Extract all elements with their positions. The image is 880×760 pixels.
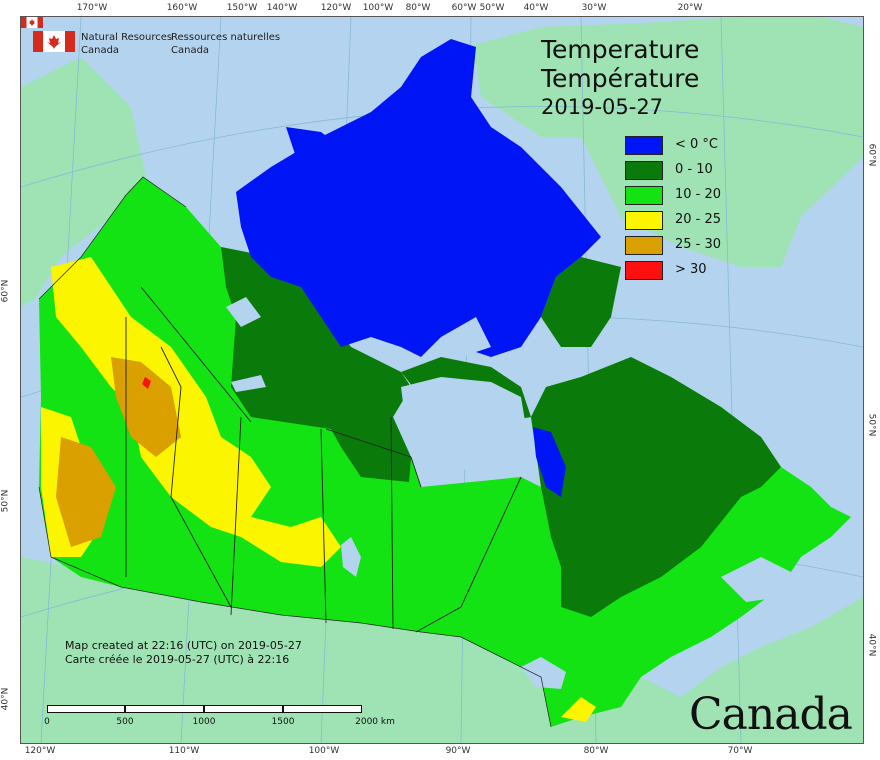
tick-left-50n: 50°N — [0, 489, 11, 513]
zone-25-30-peace — [111, 357, 181, 457]
tick-top-80w: 80°W — [405, 3, 431, 13]
greenland-land — [473, 17, 863, 267]
map-canvas: Natural Resources Canada Ressources natu… — [20, 16, 864, 744]
legend-swatch — [625, 186, 663, 205]
tick-top-50w: 50°W — [479, 3, 505, 13]
tick-bottom-90w: 90°W — [445, 746, 471, 756]
usa-land — [21, 557, 863, 743]
great-slave-lake — [231, 375, 266, 392]
zone-0-10-labrador — [541, 257, 621, 347]
tick-top-60w: 60°W — [451, 3, 477, 13]
great-lakes — [521, 657, 566, 689]
scale-segment — [125, 705, 204, 713]
temperature-map — [21, 17, 863, 743]
scale-label: 500 — [116, 717, 134, 727]
gulf-st-lawrence — [721, 557, 791, 602]
legend-label: > 30 — [675, 262, 707, 277]
tick-top-100w: 100°W — [362, 3, 394, 13]
tick-top-160w: 160°W — [166, 3, 198, 13]
scale-label: 1000 — [192, 717, 216, 727]
tick-top-120w: 120°W — [320, 3, 352, 13]
tick-bottom-100w: 100°W — [308, 746, 340, 756]
agency-name-fr: Ressources naturelles Canada — [171, 31, 280, 57]
tick-top-40w: 40°W — [523, 3, 549, 13]
agency-fr-line1: Ressources naturelles — [171, 32, 281, 43]
tick-right-50n: 50°N — [866, 413, 877, 437]
credit-en: Map created at 22:16 (UTC) on 2019-05-27 — [65, 639, 302, 652]
map-date: 2019-05-27 — [541, 95, 664, 119]
wordmark-flag-icon — [21, 17, 43, 28]
map-title-block: Temperature Température 2019-05-27 — [541, 35, 699, 121]
agency-name-en: Natural Resources Canada — [81, 31, 172, 57]
tick-top-170w: 170°W — [76, 3, 108, 13]
lake-winnipeg — [341, 537, 361, 577]
legend-swatch — [625, 261, 663, 280]
agency-en-line1: Natural Resources — [81, 32, 173, 43]
provincial-borders — [125, 286, 522, 633]
tick-bottom-110w: 110°W — [168, 746, 200, 756]
alaska-land — [21, 57, 146, 307]
legend-swatch — [625, 236, 663, 255]
scale-label: 1500 — [271, 717, 295, 727]
tick-bottom-70w: 70°W — [727, 746, 753, 756]
legend-label: 20 - 25 — [675, 212, 722, 227]
legend-label: 0 - 10 — [675, 162, 713, 177]
legend-label: 10 - 20 — [675, 187, 722, 202]
scale-segment — [204, 705, 283, 713]
tick-right-40n: 40°N — [866, 633, 877, 657]
zone-below-0-archipelago — [236, 39, 601, 357]
tick-top-20w: 20°W — [677, 3, 703, 13]
legend-swatch — [625, 161, 663, 180]
scale-label: 0 — [44, 717, 50, 727]
agency-fr-line2: Canada — [171, 45, 210, 56]
title-fr: Température — [541, 64, 700, 93]
zone-0-10-quebec — [531, 357, 781, 617]
tick-top-140w: 140°W — [266, 3, 298, 13]
scale-segment — [47, 705, 125, 713]
tick-top-30w: 30°W — [581, 3, 607, 13]
tick-left-40n: 40°N — [0, 687, 11, 711]
scale-bar: 0 500 1000 1500 2000 km — [44, 705, 395, 727]
zone-20-25-bc-alberta — [51, 257, 341, 567]
canada-wordmark: Canada — [689, 689, 853, 740]
scale-label: 2000 km — [355, 717, 395, 727]
zone-0-10-north — [221, 247, 411, 482]
zone-below-0-hudson-east — [533, 427, 566, 497]
canada-outline — [38, 176, 552, 728]
zone-over-30 — [142, 377, 151, 389]
zone-20-25-ontario — [561, 697, 596, 722]
legend-label: 25 - 30 — [675, 237, 722, 252]
map-credits: Map created at 22:16 (UTC) on 2019-05-27… — [65, 639, 302, 667]
scale-segment — [283, 705, 362, 713]
tick-left-60n: 60°N — [0, 279, 11, 303]
title-en: Temperature — [541, 35, 700, 64]
tick-bottom-120w: 120°W — [24, 746, 56, 756]
zone-25-30-bc-interior — [56, 437, 116, 547]
agency-en-line2: Canada — [81, 45, 120, 56]
tick-right-60n: 60°N — [866, 143, 877, 167]
tick-top-150w: 150°W — [226, 3, 258, 13]
canada-flag-icon — [33, 31, 75, 52]
credit-fr: Carte créée le 2019-05-27 (UTC) à 22:16 — [65, 653, 290, 666]
legend-label: < 0 °C — [675, 137, 719, 152]
tick-bottom-80w: 80°W — [583, 746, 609, 756]
foxe-basin — [441, 317, 491, 357]
legend-swatch — [625, 211, 663, 230]
legend-swatch — [625, 136, 663, 155]
zone-below-0-western-island — [286, 127, 341, 162]
hudson-bay — [401, 377, 526, 472]
great-bear-lake — [226, 297, 261, 327]
